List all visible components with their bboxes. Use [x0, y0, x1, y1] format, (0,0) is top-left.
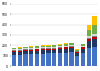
Bar — [75, 52, 79, 53]
Bar — [64, 44, 68, 46]
Bar — [87, 30, 91, 36]
Bar — [24, 50, 28, 51]
Bar — [12, 48, 16, 49]
Bar — [81, 49, 85, 53]
Bar — [35, 51, 39, 54]
Bar — [46, 53, 51, 66]
Bar — [46, 47, 51, 48]
Bar — [75, 50, 79, 51]
Bar — [41, 48, 45, 49]
Bar — [87, 36, 91, 38]
Bar — [29, 48, 33, 49]
Bar — [18, 55, 22, 66]
Bar — [52, 45, 56, 47]
Bar — [92, 16, 96, 25]
Bar — [46, 48, 51, 49]
Bar — [81, 44, 85, 46]
Bar — [24, 48, 28, 49]
Bar — [41, 54, 45, 66]
Bar — [92, 37, 96, 39]
Bar — [58, 49, 62, 53]
Bar — [92, 34, 96, 36]
Bar — [58, 47, 62, 48]
Bar — [35, 46, 39, 48]
Bar — [24, 47, 28, 48]
Bar — [52, 53, 56, 66]
Bar — [41, 50, 45, 54]
Bar — [75, 49, 79, 50]
Bar — [92, 36, 96, 37]
Bar — [29, 51, 33, 54]
Bar — [18, 50, 22, 51]
Bar — [41, 49, 45, 50]
Bar — [81, 53, 85, 66]
Bar — [87, 41, 91, 48]
Bar — [12, 51, 16, 52]
Bar — [12, 55, 16, 66]
Bar — [87, 38, 91, 39]
Bar — [58, 48, 62, 49]
Bar — [64, 53, 68, 66]
Bar — [41, 46, 45, 47]
Bar — [69, 47, 74, 48]
Bar — [69, 45, 74, 46]
Bar — [41, 47, 45, 48]
Bar — [12, 50, 16, 51]
Bar — [75, 51, 79, 52]
Bar — [58, 44, 62, 45]
Bar — [29, 50, 33, 51]
Bar — [18, 49, 22, 50]
Bar — [52, 48, 56, 50]
Bar — [92, 39, 96, 47]
Bar — [64, 43, 68, 44]
Bar — [69, 46, 74, 47]
Bar — [24, 54, 28, 66]
Bar — [69, 48, 74, 52]
Bar — [29, 47, 33, 48]
Bar — [81, 46, 85, 47]
Bar — [87, 39, 91, 41]
Bar — [18, 51, 22, 52]
Bar — [18, 48, 22, 49]
Bar — [29, 54, 33, 66]
Bar — [81, 47, 85, 49]
Bar — [52, 47, 56, 48]
Bar — [35, 54, 39, 66]
Bar — [69, 52, 74, 66]
Bar — [58, 45, 62, 46]
Bar — [92, 47, 96, 66]
Bar — [58, 46, 62, 47]
Bar — [75, 53, 79, 56]
Bar — [46, 49, 51, 50]
Bar — [29, 49, 33, 50]
Bar — [12, 52, 16, 55]
Bar — [35, 48, 39, 49]
Bar — [75, 56, 79, 66]
Bar — [64, 46, 68, 47]
Bar — [29, 46, 33, 47]
Bar — [18, 47, 22, 48]
Bar — [64, 47, 68, 49]
Bar — [87, 48, 91, 66]
Bar — [41, 45, 45, 46]
Bar — [64, 49, 68, 53]
Bar — [35, 49, 39, 51]
Bar — [92, 25, 96, 34]
Bar — [46, 46, 51, 47]
Bar — [58, 53, 62, 66]
Bar — [46, 50, 51, 53]
Bar — [46, 45, 51, 46]
Bar — [24, 49, 28, 50]
Bar — [69, 43, 74, 45]
Bar — [24, 51, 28, 54]
Bar — [12, 49, 16, 50]
Bar — [18, 52, 22, 55]
Bar — [52, 50, 56, 53]
Bar — [87, 25, 91, 30]
